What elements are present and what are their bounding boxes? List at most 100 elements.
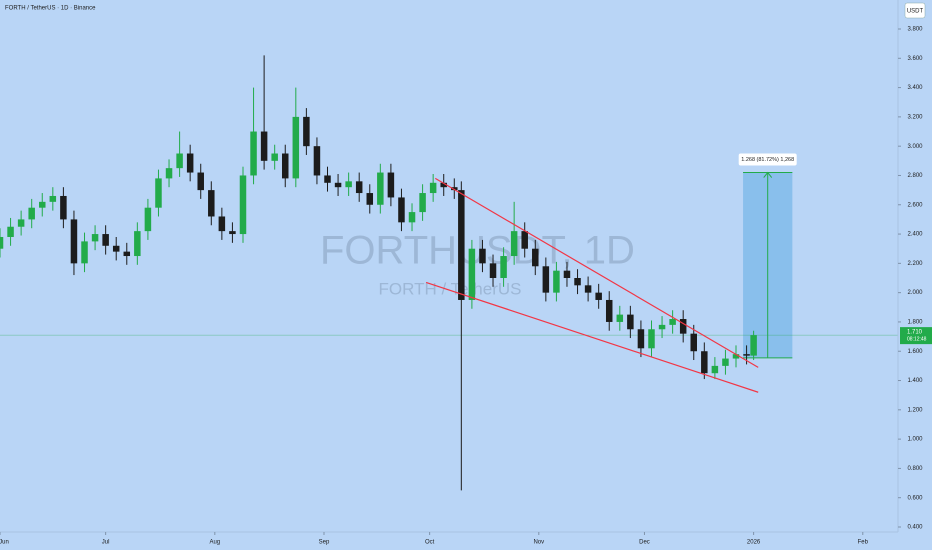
candle-body [500, 256, 507, 278]
y-tick-label: 3.200 [907, 114, 923, 120]
y-tick-label: 1.200 [907, 407, 923, 413]
x-tick-label: Feb [858, 540, 869, 546]
candle-body [345, 181, 352, 188]
candle-body [521, 231, 528, 249]
candle-body [39, 201, 46, 208]
candle-body [637, 329, 645, 349]
candle-body [292, 116, 300, 179]
candle-body [250, 131, 257, 176]
candle-body [563, 270, 571, 278]
candle-body [458, 190, 465, 300]
candle-body [186, 153, 194, 173]
y-tick-label: 3.400 [907, 85, 923, 91]
measure-arrowhead [763, 171, 773, 178]
currency-label[interactable]: USDT [907, 9, 924, 15]
candle-body [239, 175, 247, 235]
candle-body [542, 266, 550, 293]
y-tick-label: 3.000 [907, 144, 923, 150]
candle-body [91, 234, 99, 242]
x-tick-label: Sep [319, 540, 330, 546]
y-tick-label: 1.600 [907, 349, 923, 355]
y-tick-label: 2.400 [907, 232, 923, 238]
y-tick-label: 1.000 [907, 437, 923, 443]
candle-body [701, 351, 708, 374]
x-tick-label: Nov [533, 540, 544, 546]
candle-body [366, 193, 374, 205]
candle-body [553, 270, 560, 293]
candle-body [313, 146, 321, 176]
countdown-label: 08:12:48 [907, 336, 927, 342]
candle-body [722, 358, 729, 366]
candle-body [49, 195, 57, 202]
candle-body [334, 182, 342, 188]
candle-body [260, 131, 268, 161]
candle-body [750, 335, 757, 356]
candle-body [732, 354, 740, 359]
candle-body [627, 314, 634, 330]
candle-body [70, 219, 78, 264]
x-tick-label: Dec [639, 540, 650, 546]
candle-body [398, 197, 405, 223]
candle-body [155, 178, 162, 208]
candle-body [440, 182, 447, 188]
candle-body [605, 299, 613, 322]
candle-body [229, 231, 236, 235]
candle-body [176, 153, 183, 169]
measure-label-box [738, 153, 797, 166]
measure-label: 1.268 (81.72%) 1,268 [741, 157, 794, 163]
candle-body [208, 190, 215, 217]
candle-body [679, 319, 687, 334]
candle-body [17, 219, 25, 227]
candle-body [303, 116, 310, 147]
last-price-label: 1.710 [907, 330, 923, 336]
last-price-badge [900, 327, 932, 345]
x-tick-label: Jun [0, 540, 9, 546]
candle-body [584, 285, 592, 293]
candle-body [355, 181, 363, 194]
y-tick-label: 0.600 [907, 495, 923, 501]
candle-body [489, 263, 497, 278]
candle-body [377, 172, 384, 205]
candle-body [165, 168, 173, 179]
watermark-subtitle: FORTH / TetherUS [379, 279, 522, 298]
y-tick-label: 3.600 [907, 56, 923, 62]
trendline [434, 177, 759, 368]
candle-body [271, 153, 278, 161]
candle-body [324, 175, 331, 183]
y-tick-label: 2.600 [907, 202, 923, 208]
candle-body [281, 153, 289, 179]
candle-body [669, 319, 676, 325]
candle-body [479, 248, 486, 264]
candle-body [112, 245, 120, 252]
y-tick-label: 0.800 [907, 466, 923, 472]
candle-body [616, 314, 624, 322]
candle-body [429, 182, 437, 194]
candle-body [532, 248, 539, 267]
candle-body [144, 207, 152, 232]
candle-body [658, 324, 666, 330]
candle-body [387, 172, 395, 198]
candle-body [28, 207, 35, 220]
x-tick-label: Oct [425, 540, 435, 546]
trendline [425, 281, 759, 393]
candle-body [648, 329, 655, 349]
candle-body [468, 248, 476, 300]
x-tick-label: 2026 [747, 540, 761, 546]
x-tick-label: Jul [102, 540, 110, 546]
candle-body [81, 241, 88, 264]
candle-body [451, 187, 458, 191]
watermark: FORTHUSDT, 1D [320, 229, 635, 273]
candle-body [218, 216, 226, 232]
candle-body [408, 212, 416, 223]
candle-body [197, 172, 204, 191]
x-tick-label: Aug [209, 540, 220, 546]
candle-body [102, 234, 109, 246]
chart-title: FORTH / TetherUS · 1D · Binance [5, 6, 96, 12]
candle-body [60, 195, 67, 220]
y-tick-label: 1.400 [907, 378, 923, 384]
currency-badge[interactable] [904, 2, 926, 19]
candle-body [510, 231, 518, 257]
candle-body [0, 236, 4, 249]
candle-body [743, 354, 750, 356]
